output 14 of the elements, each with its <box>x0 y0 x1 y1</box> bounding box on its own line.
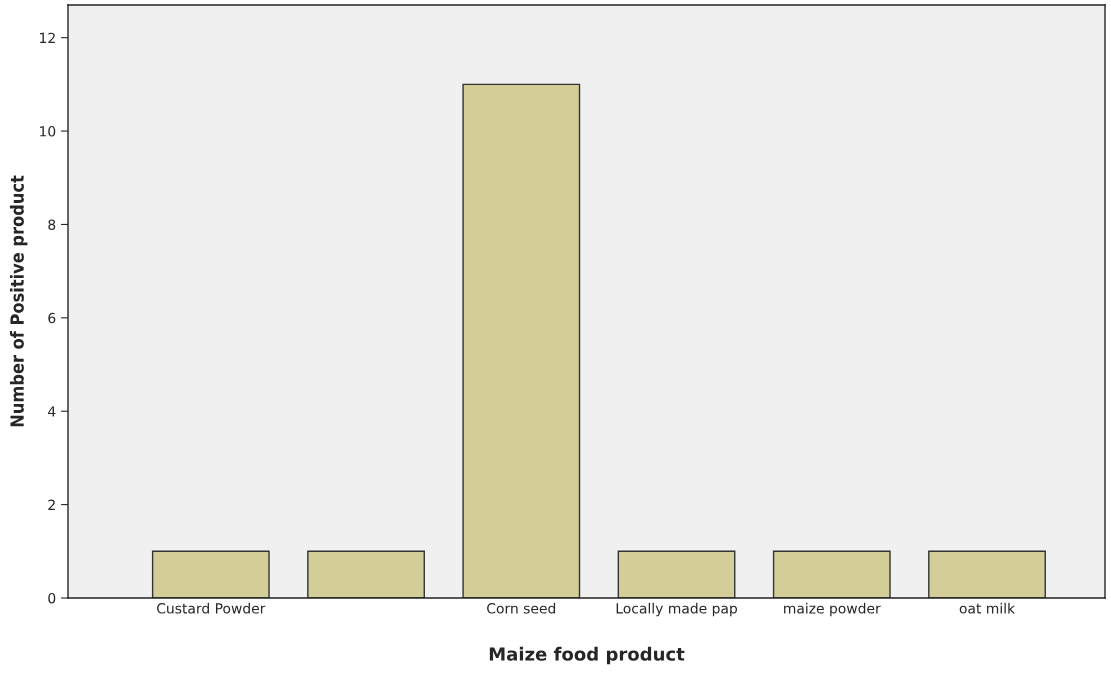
y-tick-label: 8 <box>48 219 56 230</box>
x-tick-label: oat milk <box>959 602 1016 614</box>
y-tick-label: 4 <box>48 406 56 417</box>
y-axis-title: Number of Positive product <box>9 175 28 427</box>
x-tick-label: maize powder <box>784 602 881 617</box>
x-tick-label: Custard Powder <box>157 602 266 614</box>
x-tick-label: Corn seed <box>487 602 556 614</box>
y-tick-label: 12 <box>40 32 55 43</box>
x-axis-title: Maize food product <box>489 646 685 665</box>
x-tick-label: Locally made pap <box>616 602 737 617</box>
y-tick-label: 0 <box>48 592 56 604</box>
y-tick-label: 2 <box>48 499 55 510</box>
y-tick-label: 10 <box>40 126 56 137</box>
y-tick-label: 6 <box>48 312 56 324</box>
